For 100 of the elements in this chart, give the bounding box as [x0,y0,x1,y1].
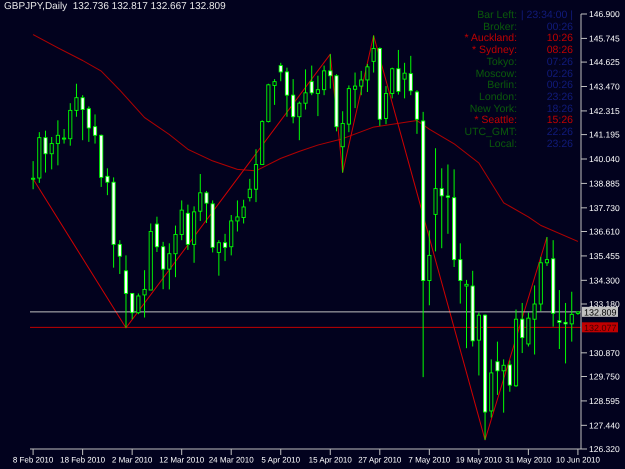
y-tick-label: 134.300 [589,275,620,286]
x-tick-label: 27 Apr 2010 [358,456,402,465]
y-tick-label: 127.440 [589,420,620,430]
candlestick [396,49,400,96]
y-tick-label: 129.750 [589,372,620,382]
candlestick [86,106,91,142]
candlestick [154,216,159,253]
candlestick [570,291,574,342]
candlestick [198,174,202,222]
candlestick [365,63,370,92]
x-tick-label: 19 May 2010 [456,456,503,465]
chart-title: GBPJPY,Daily 132.736 132.817 132.667 132.809 [4,1,226,12]
x-tick-label: 7 May 2010 [408,456,451,465]
candlestick [222,233,228,262]
candlestick [204,190,209,224]
y-tick-label: 142.315 [589,106,620,116]
y-tick-label: 141.195 [589,130,620,140]
x-tick-label: 24 Mar 2010 [208,456,254,465]
candlestick [508,360,512,392]
annotation: * Sydney: [472,44,517,57]
candlestick [291,78,296,124]
y-tick-label: 126.320 [589,444,620,454]
x-tick-label: 5 Apr 2010 [261,456,301,465]
y-tick-label: 133.180 [589,299,620,310]
candlestick [520,302,524,354]
y-tick-label: 143.470 [589,82,620,92]
candlestick [353,72,358,109]
candlestick [167,242,172,290]
annotation: 00:26 [546,79,573,92]
x-tick-label: 31 May 2010 [505,456,552,465]
candlestick [316,75,320,117]
y-tick-label: 128.595 [589,396,620,406]
candlestick [136,292,140,315]
candlestick [278,62,283,82]
x-tick-label: 15 Apr 2010 [308,456,352,465]
x-tick-label: 18 Feb 2010 [60,456,106,465]
y-tick-label: 137.730 [589,202,620,213]
y-tick-label: 135.455 [589,250,620,261]
candlestick [284,67,289,118]
annotation: 18:26 [546,102,573,116]
line-series [32,35,548,440]
annotation: Local: [488,138,517,150]
y-tick-label: 145.745 [589,33,620,44]
candlestick [446,164,450,234]
annotation: UTC_GMT: [464,126,517,139]
x-tick-label: 8 Feb 2010 [12,456,54,465]
candlestick [173,225,178,278]
candlestick [440,168,444,249]
candlestick [216,240,221,276]
annotation: 15:26 [546,114,573,128]
x-tick-label: 10 Jun 2010 [556,456,600,465]
candlestick [56,120,60,166]
x-tick-label: 2 Mar 2010 [112,456,153,465]
candlestick [161,241,166,290]
line-series [32,34,578,242]
candlestick [74,83,79,118]
candlestick [544,236,550,266]
candlestick [372,35,376,74]
candlestick [62,128,66,144]
candlestick [130,292,134,320]
candlestick [248,178,252,202]
annotation: Moscow: [476,68,517,80]
candlestick [118,240,122,274]
candlestick [43,130,48,174]
annotation: Bar Left: [477,9,517,22]
candlestick [557,290,562,350]
y-tick-label: 146.900 [589,9,620,20]
annotation: 22:26 [546,126,573,139]
candlestick [495,341,500,396]
y-tick-label: 144.625 [589,57,620,68]
annotation: 08:26 [546,44,573,57]
candlestick [50,136,54,170]
candlestick [563,302,568,364]
candlestick [340,110,345,174]
candlestick [408,55,413,96]
candlestick [532,284,537,356]
annotation: * Auckland: [464,32,517,45]
x-tick-label: 12 Mar 2010 [159,456,205,465]
candlestick [322,65,326,96]
candlestick [359,70,364,96]
annotation: | 23:34:00 | [520,9,573,22]
annotation: 23:26 [546,138,573,150]
candlestick [92,114,98,144]
candlestick [80,94,85,141]
candlestick [297,101,302,141]
ref-line-label: 132.077 [584,322,617,333]
ref-line-label: 132.809 [584,307,617,318]
candlestick [105,168,110,196]
annotation: * Seattle: [474,114,517,128]
annotation: New York: [470,102,517,115]
annotation: 00:26 [546,20,573,34]
y-tick-label: 138.885 [589,178,620,188]
y-tick-label: 136.610 [589,226,620,237]
candlestick [402,62,407,99]
annotation: 07:26 [546,56,573,69]
candlestick [458,242,462,304]
candlestick [310,65,314,96]
annotation: London: [479,90,517,104]
y-tick-label: 140.040 [589,154,620,164]
annotation: Tokyo: [486,56,517,69]
